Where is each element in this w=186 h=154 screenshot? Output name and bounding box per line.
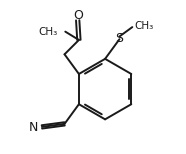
Text: CH₃: CH₃ [39, 27, 58, 37]
Text: S: S [116, 32, 124, 45]
Text: O: O [73, 9, 83, 22]
Text: N: N [29, 121, 38, 134]
Text: CH₃: CH₃ [135, 21, 154, 31]
